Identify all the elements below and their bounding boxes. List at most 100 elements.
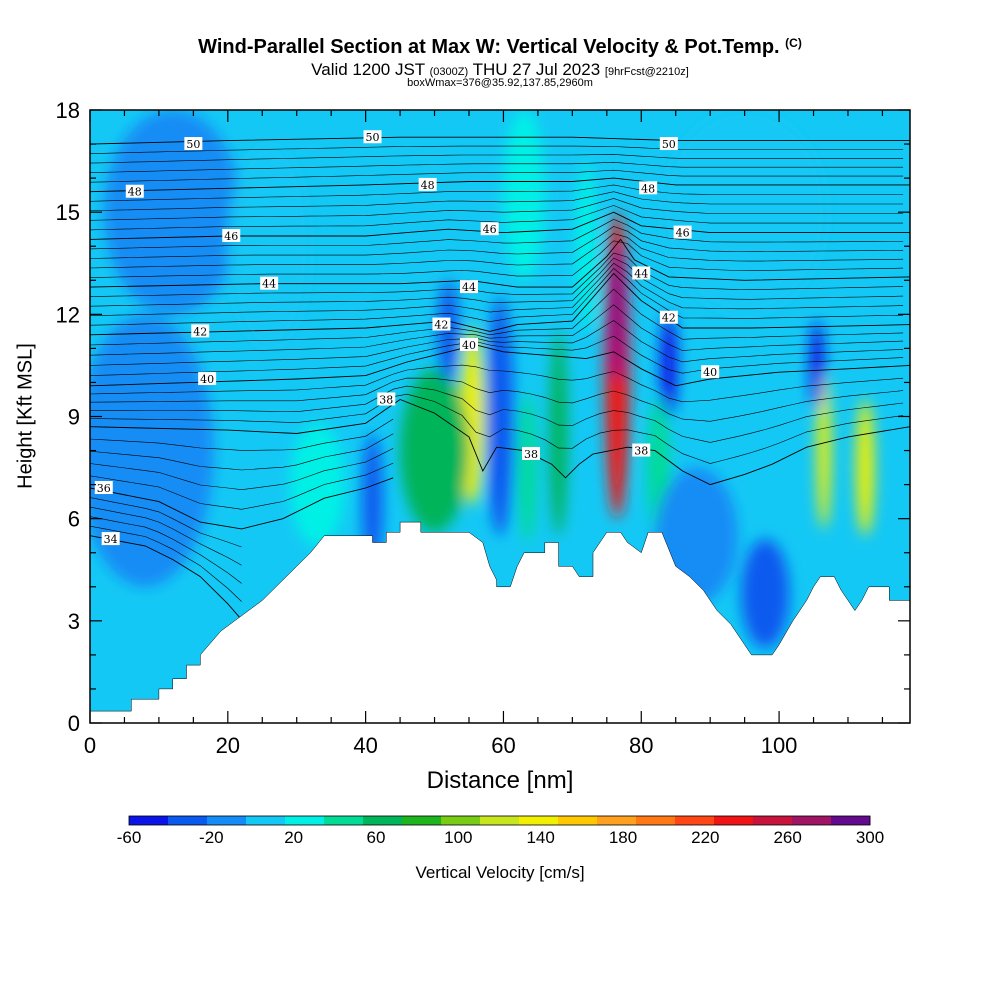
isentrope-minor	[90, 205, 904, 231]
x-tick-label: 0	[84, 733, 96, 758]
isentrope-minor	[90, 267, 904, 326]
velocity-cell-13	[741, 539, 790, 649]
isentrope-minor	[90, 226, 904, 259]
isentrope-minor	[90, 184, 904, 202]
contour-label-text: 44	[462, 281, 476, 294]
chart-title: Wind-Parallel Section at Max W: Vertical…	[0, 36, 1000, 59]
terrain-mask	[90, 521, 910, 723]
isentrope-minor	[90, 288, 904, 346]
contour-label-text: 50	[366, 131, 380, 144]
isentrope-minor	[90, 257, 904, 307]
isentrope-minor	[90, 191, 904, 212]
velocity-cell-21	[503, 110, 545, 281]
contour-label-text: 38	[379, 393, 393, 406]
isentrope-minor	[90, 385, 904, 443]
contour-label: 42	[432, 317, 451, 332]
colorbar-tick-label: 60	[367, 828, 386, 847]
contour-label: 42	[659, 310, 678, 325]
colorbar-tick-label: -60	[117, 828, 142, 847]
isentrope-minor	[90, 418, 394, 451]
velocity-cell-9	[486, 297, 514, 536]
x-tick-label: 100	[761, 733, 798, 758]
contour-label: 48	[639, 181, 658, 195]
isentrope-minor	[90, 240, 904, 278]
colorbar: -60 -20 20 60 100 140 180 220 260 300	[117, 815, 884, 847]
colorbar-swatch	[597, 816, 637, 825]
x-tick-label: 20	[216, 733, 240, 758]
contour-label-text: 46	[676, 227, 690, 240]
colorbar-tick-label: -20	[199, 828, 224, 847]
isentrope-36	[90, 477, 394, 530]
isentrope-minor	[90, 233, 904, 269]
velocity-cell-6	[549, 331, 568, 536]
contour-label-text: 48	[641, 182, 655, 195]
contour-label: 46	[673, 225, 692, 240]
x-tick-label: 40	[353, 733, 377, 758]
isentrope-minor	[90, 448, 394, 491]
x-axis: 0 20 40 60 80 100	[84, 110, 884, 758]
isentrope-minor	[90, 154, 904, 164]
isentrope-38	[90, 398, 910, 486]
colorbar-swatch	[246, 816, 286, 825]
velocity-cell-3	[816, 372, 831, 529]
valid-utc: (0300Z)	[429, 66, 469, 78]
colorbar-swatch	[714, 816, 754, 825]
isentrope-minor	[90, 377, 904, 422]
copyright-mark: (C)	[785, 36, 802, 50]
contour-label-text: 48	[421, 179, 435, 192]
isentrope-42	[90, 272, 910, 336]
contour-label: 48	[125, 184, 144, 199]
colorbar-swatch	[753, 816, 793, 825]
colorbar-swatch	[207, 816, 247, 825]
y-tick-label: 15	[56, 200, 80, 225]
colorbar-swatch	[363, 816, 403, 825]
isentrope-minor	[90, 393, 904, 464]
contour-label: 38	[377, 392, 396, 406]
colorbar-tick-label: 180	[609, 828, 637, 847]
isentrope-lines	[90, 136, 910, 628]
velocity-cell-12	[810, 321, 824, 410]
colorbar-label: Vertical Velocity [cm/s]	[415, 863, 585, 882]
plot-area: 50 50 50 48 48 48 46 46 46 44 44 44 42 42 42 40 40 40 38 38…	[90, 110, 910, 723]
isentrope-40	[90, 344, 910, 387]
isentrope-minor	[90, 506, 242, 566]
contour-label-text: 46	[483, 223, 497, 236]
y-tick-label: 9	[68, 405, 80, 430]
y-tick-label: 0	[68, 711, 80, 736]
contour-label: 38	[522, 446, 541, 461]
contour-label: 48	[418, 177, 437, 192]
contour-label: 40	[459, 337, 478, 352]
contour-label-text: 50	[186, 138, 200, 151]
colorbar-swatch	[129, 816, 169, 825]
valid-time: Valid 1200 JST	[311, 60, 425, 79]
contour-label: 44	[632, 266, 651, 280]
contour-label: 50	[184, 137, 203, 151]
velocity-cell-5	[400, 368, 469, 533]
colorbar-swatch	[168, 816, 208, 825]
contour-label-text: 42	[662, 312, 676, 325]
contour-label-text: 38	[634, 445, 648, 458]
contour-label-text: 44	[634, 267, 648, 280]
x-tick-label: 60	[491, 733, 515, 758]
chart-title-text: Wind-Parallel Section at Max W: Vertical…	[198, 36, 780, 58]
contour-label-text: 40	[703, 366, 717, 379]
contour-label: 44	[260, 276, 279, 291]
contour-label: 46	[222, 229, 241, 243]
colorbar-swatch	[324, 816, 364, 825]
isentrope-minor	[90, 516, 242, 584]
colorbar-swatch	[558, 816, 598, 825]
isentrope-44	[90, 238, 910, 288]
y-tick-label: 12	[56, 302, 80, 327]
isentrope-minor	[90, 145, 904, 154]
contour-label-text: 44	[262, 278, 276, 291]
colorbar-tick-label: 260	[773, 828, 801, 847]
colorbar-swatch	[519, 816, 559, 825]
isentrope-minor	[90, 335, 904, 376]
velocity-cell-7	[518, 392, 537, 543]
contour-label: 42	[191, 324, 210, 338]
contour-label-text: 48	[128, 186, 142, 199]
velocity-cell-15	[103, 110, 242, 315]
contour-label: 36	[94, 481, 113, 495]
colorbar-swatch	[831, 816, 871, 825]
